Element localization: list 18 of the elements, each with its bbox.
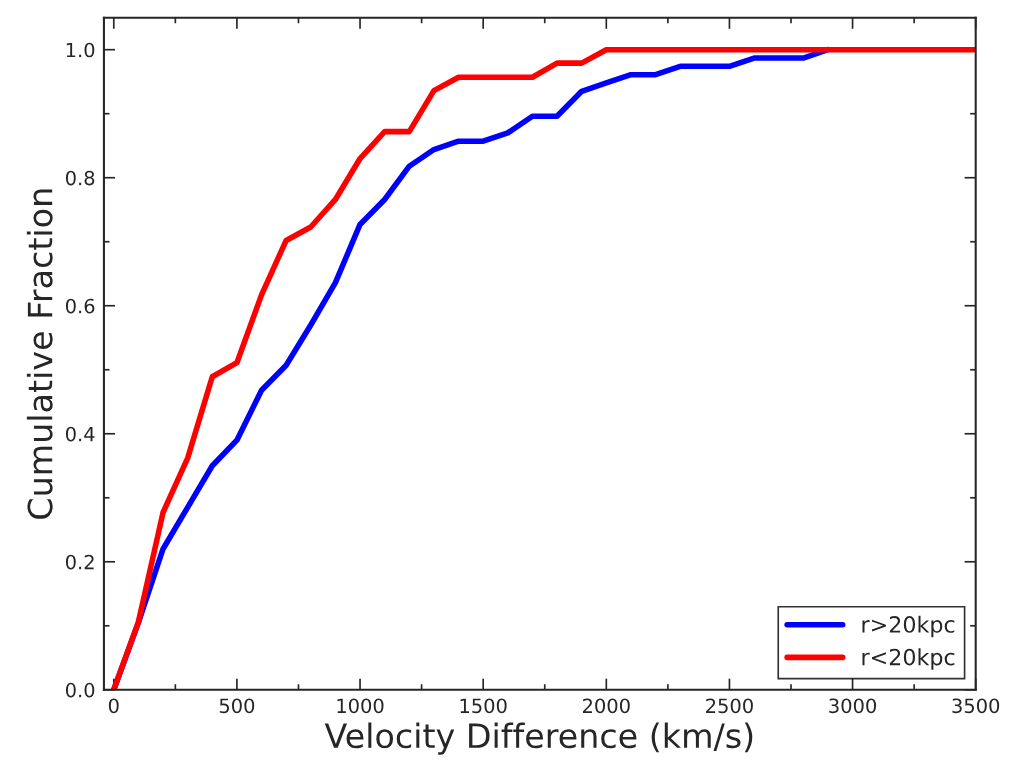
legend-label: r>20kpc [862, 615, 955, 638]
x-tick-label: 3000 [829, 698, 877, 714]
x-tick-label: 1500 [460, 698, 507, 714]
x-tick-label: 2000 [582, 698, 630, 714]
y-tick-label: 1.0 [66, 42, 95, 58]
y-tick-label: 0.2 [65, 554, 94, 570]
y-axis-title: Cumulative Fraction [26, 189, 53, 519]
y-tick-label: 0.6 [65, 298, 95, 314]
x-axis-title: Velocity Difference (km/s) [324, 722, 753, 755]
legend-label: r<20kpc [862, 648, 955, 670]
y-tick-label: 0.0 [65, 682, 95, 698]
x-tick-label: 2500 [706, 698, 753, 714]
x-tick-label: 500 [219, 698, 255, 714]
y-tick-label: 0.4 [65, 426, 95, 442]
y-tick-label: 0.8 [65, 170, 95, 186]
x-tick-label: 3500 [952, 698, 1000, 714]
x-tick-label: 0 [108, 698, 119, 714]
x-tick-label: 1000 [337, 698, 384, 714]
